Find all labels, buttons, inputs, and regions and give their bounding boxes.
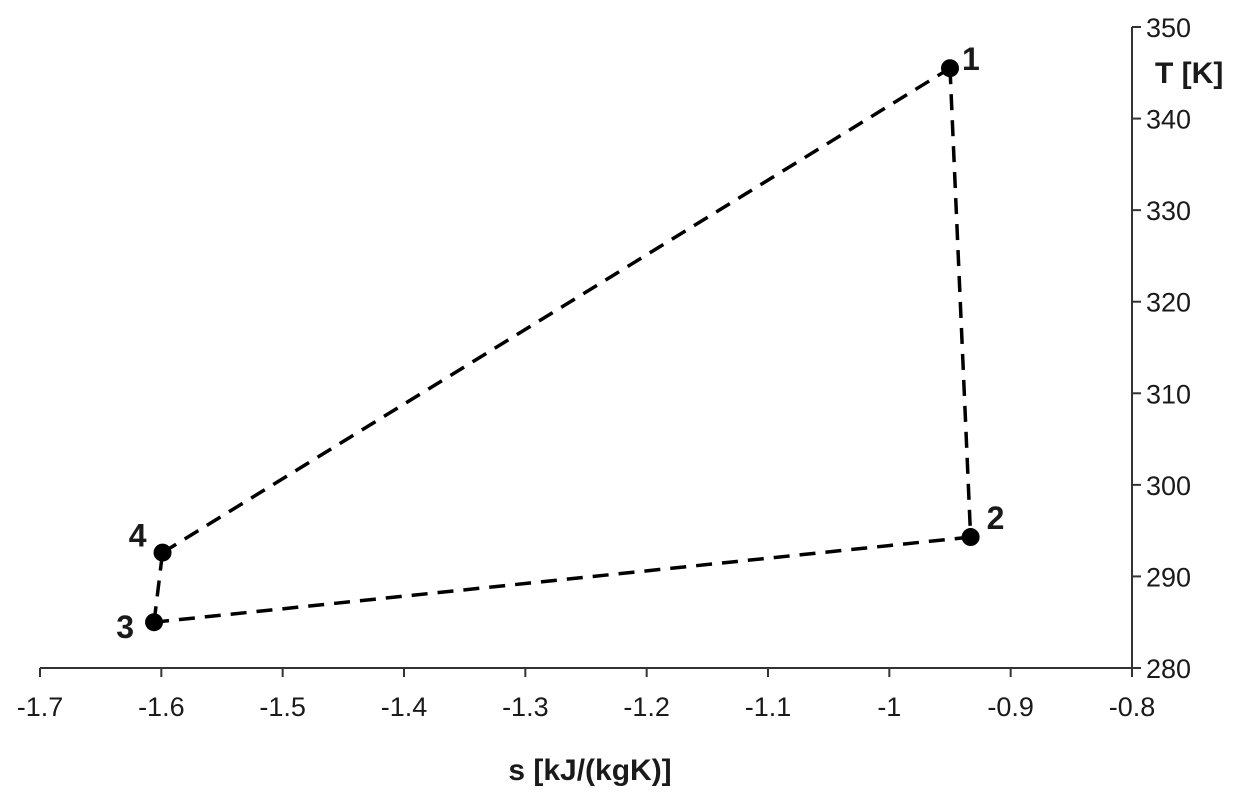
data-point-4 [153, 543, 172, 562]
x-tick-label: -1.4 [381, 692, 428, 722]
axes-group [40, 27, 1133, 669]
x-tick-label: -1.1 [745, 692, 792, 722]
x-tick-label: -1 [877, 692, 901, 722]
y-tick-label: 340 [1146, 105, 1191, 135]
y-tick-label: 300 [1146, 471, 1191, 501]
cycle-segment-4-1 [161, 66, 951, 555]
cycle-segment-3-4 [152, 552, 165, 623]
x-tick-label: -1.6 [138, 692, 185, 722]
x-tick-label: -1.3 [502, 692, 549, 722]
y-tick-label: 320 [1146, 288, 1191, 318]
data-point-2 [961, 528, 980, 547]
point-label-3: 3 [116, 609, 134, 645]
ticks-group: -1.7 -1.6 -1.5 -1.4 -1.3 -1.2 -1.1 -1 -0.9 -0.8 28… [17, 13, 1191, 722]
y-tick-label: 290 [1146, 562, 1191, 592]
x-axis-title: s [kJ/(kgK)] [508, 754, 671, 787]
x-tick-label: -0.8 [1109, 692, 1156, 722]
point-label-1: 1 [962, 41, 980, 77]
point-label-2: 2 [987, 500, 1005, 536]
x-tick-label: -1.5 [259, 692, 306, 722]
y-axis-title: T [K] [1155, 57, 1223, 90]
cycle-segment-2-3 [153, 535, 971, 624]
y-tick-label: 330 [1146, 196, 1191, 226]
y-tick-label: 280 [1146, 654, 1191, 684]
data-point-3 [145, 613, 164, 632]
y-tick-label: 350 [1146, 13, 1191, 43]
data-point-1 [941, 59, 959, 78]
points-group: 1 2 3 4 [116, 41, 1004, 645]
x-tick-label: -1.2 [623, 692, 670, 722]
cycle-lines-group [152, 66, 973, 624]
y-tick-label: 310 [1146, 379, 1191, 409]
x-tick-label: -0.9 [987, 692, 1034, 722]
x-tick-label: -1.7 [17, 692, 64, 722]
cycle-segment-1-2 [948, 68, 973, 538]
point-label-4: 4 [129, 518, 147, 554]
